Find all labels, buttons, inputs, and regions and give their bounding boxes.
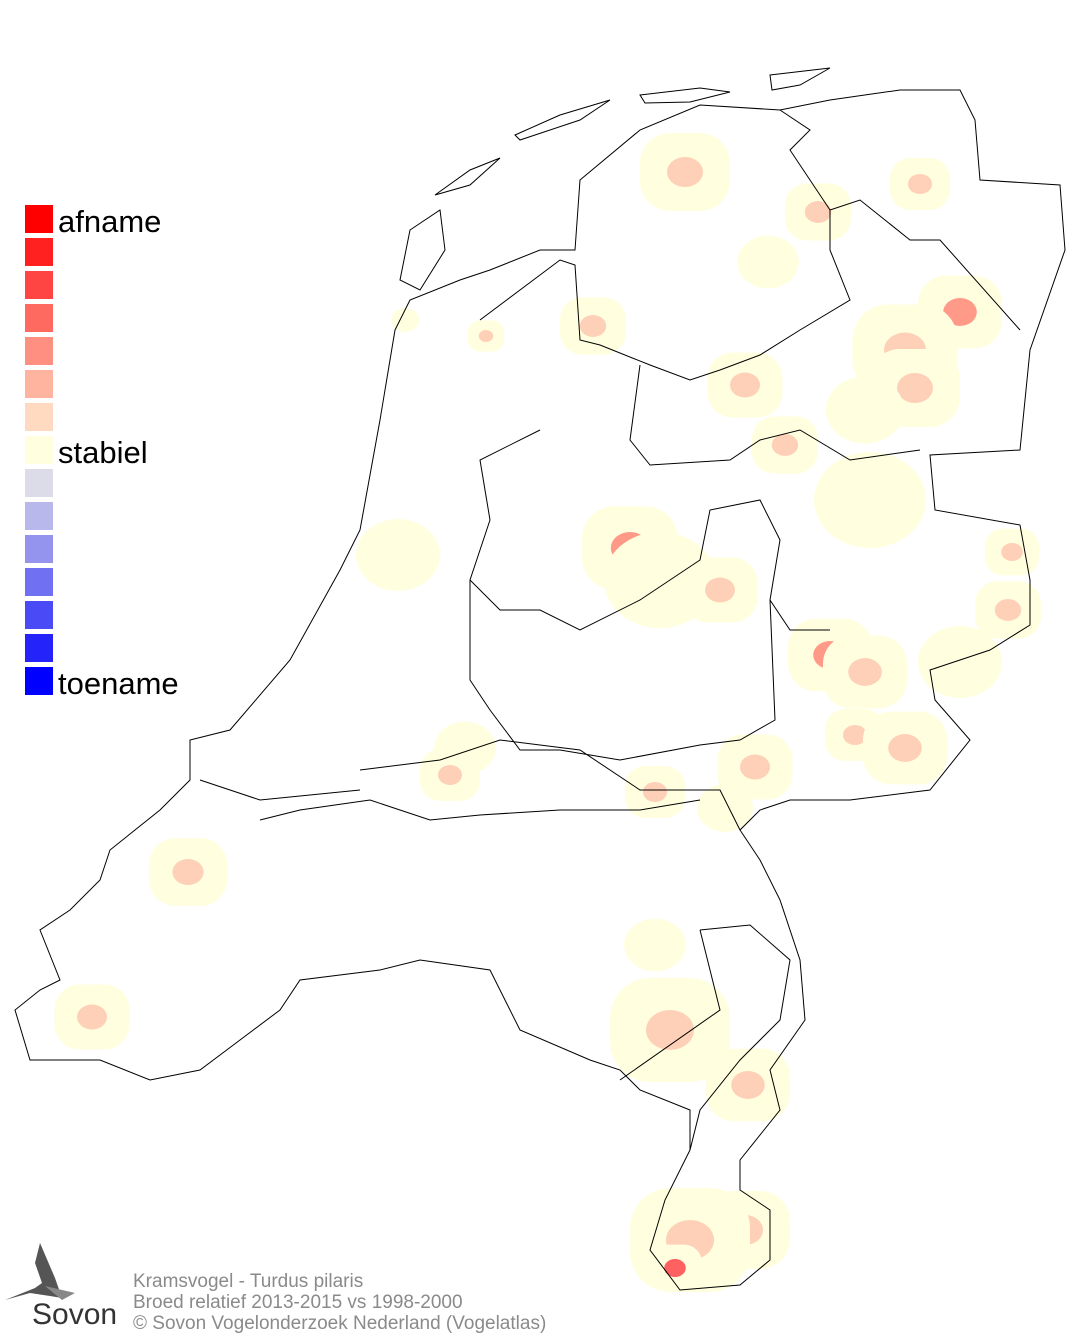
legend-swatch — [25, 337, 53, 365]
legend-swatch — [25, 502, 53, 530]
stable-area — [391, 308, 419, 332]
legend-swatch — [25, 238, 53, 266]
island-texel — [399, 209, 446, 291]
decline-area — [771, 434, 799, 456]
legend-label-decline: afname — [58, 204, 162, 239]
legend-swatch — [25, 370, 53, 398]
legend-swatch — [25, 304, 53, 332]
decline-area — [943, 298, 977, 326]
stable-area — [814, 452, 926, 548]
decline-area — [843, 725, 867, 745]
copyright: © Sovon Vogelonderzoek Nederland (Vogela… — [133, 1313, 547, 1334]
decline-area — [888, 734, 922, 762]
stable-area — [737, 235, 799, 289]
island-schiermonnikoog — [769, 67, 831, 91]
decline-area — [908, 174, 932, 194]
legend-swatch — [25, 667, 53, 695]
stable-area — [624, 918, 686, 972]
decline-area — [646, 1010, 694, 1050]
province-borders — [199, 109, 1021, 1151]
sovon-swallow-logo — [5, 1243, 75, 1300]
decline-area — [848, 658, 882, 686]
decline-area — [804, 201, 832, 223]
decline-area — [994, 599, 1022, 621]
decline-area — [897, 373, 933, 403]
stable-area — [697, 784, 753, 832]
decline-area — [1001, 543, 1023, 561]
decline-area — [579, 315, 607, 337]
legend-swatch — [25, 403, 53, 431]
legend-swatch — [25, 601, 53, 629]
legend-swatch — [25, 535, 53, 563]
sovon-logo-text: Sovon — [32, 1298, 118, 1331]
decline-area — [172, 859, 204, 885]
decline-area — [731, 1071, 765, 1099]
legend-swatch — [25, 469, 53, 497]
island-ameland — [639, 87, 731, 104]
legend-swatch — [25, 205, 53, 233]
island-terschelling — [514, 99, 611, 141]
legend-swatch — [25, 634, 53, 662]
species-title: Kramsvogel - Turdus pilaris — [133, 1271, 364, 1292]
stable-area — [918, 626, 1002, 698]
province-outlines — [14, 67, 1066, 1291]
legend-label-stable: stabiel — [58, 435, 148, 470]
decline-area — [77, 1004, 107, 1030]
decline-area — [664, 1259, 686, 1277]
legend-label-increase: toename — [58, 666, 179, 701]
decline-area — [705, 577, 735, 603]
decline-area — [438, 765, 462, 785]
legend-swatch — [25, 436, 53, 464]
decline-area — [478, 330, 494, 342]
legend-swatch — [25, 568, 53, 596]
country-outline — [14, 89, 1066, 1291]
decline-area — [667, 157, 703, 187]
island-vlieland — [434, 157, 501, 196]
decline-area — [643, 782, 667, 802]
decline-area — [730, 372, 760, 398]
change-areas — [54, 133, 1041, 1292]
stable-area — [356, 519, 440, 591]
legend-swatch — [25, 271, 53, 299]
decline-area — [740, 754, 770, 780]
stable-area — [825, 376, 905, 444]
map-subtitle: Broed relatief 2013-2015 vs 1998-2000 — [133, 1292, 463, 1313]
